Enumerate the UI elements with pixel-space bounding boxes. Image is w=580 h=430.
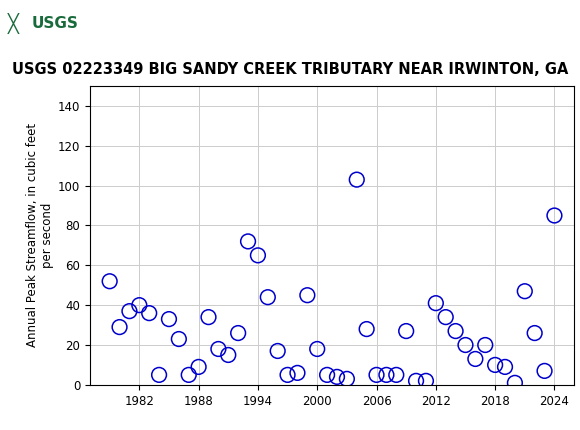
Point: [154, 372, 164, 378]
Point: [550, 212, 559, 219]
Point: [144, 310, 154, 316]
Text: ╳: ╳: [8, 13, 19, 34]
Point: [135, 302, 144, 309]
Point: [263, 294, 273, 301]
Point: [451, 328, 461, 335]
Point: [184, 372, 193, 378]
Point: [501, 363, 510, 370]
Point: [313, 346, 322, 353]
Point: [491, 362, 500, 369]
Point: [322, 372, 332, 378]
Point: [244, 238, 253, 245]
Point: [164, 316, 173, 322]
Point: [214, 346, 223, 353]
Point: [392, 372, 401, 378]
FancyBboxPatch shape: [5, 3, 95, 46]
Point: [540, 368, 549, 375]
Y-axis label: Annual Peak Streamflow, in cubic feet
per second: Annual Peak Streamflow, in cubic feet pe…: [26, 123, 53, 347]
Point: [115, 324, 124, 331]
Point: [411, 378, 420, 384]
Point: [332, 373, 342, 380]
Point: [461, 341, 470, 348]
Point: [303, 292, 312, 298]
Point: [382, 372, 391, 378]
Point: [362, 326, 371, 332]
Point: [352, 176, 361, 183]
Point: [224, 352, 233, 359]
Point: [283, 372, 292, 378]
Point: [342, 375, 351, 382]
Point: [530, 330, 539, 337]
Point: [471, 356, 480, 362]
Point: [510, 379, 520, 386]
Point: [520, 288, 530, 295]
Point: [273, 347, 282, 354]
Point: [125, 308, 134, 315]
Point: [441, 313, 450, 320]
Point: [174, 335, 183, 342]
Point: [431, 300, 440, 307]
Point: [204, 313, 213, 320]
Point: [105, 278, 114, 285]
Text: USGS 02223349 BIG SANDY CREEK TRIBUTARY NEAR IRWINTON, GA: USGS 02223349 BIG SANDY CREEK TRIBUTARY …: [12, 62, 568, 77]
Point: [253, 252, 263, 259]
Point: [234, 330, 243, 337]
Point: [421, 378, 430, 384]
Point: [481, 341, 490, 348]
Point: [194, 363, 203, 370]
Point: [372, 372, 381, 378]
Text: USGS: USGS: [32, 16, 79, 31]
Point: [401, 328, 411, 335]
Point: [293, 369, 302, 376]
